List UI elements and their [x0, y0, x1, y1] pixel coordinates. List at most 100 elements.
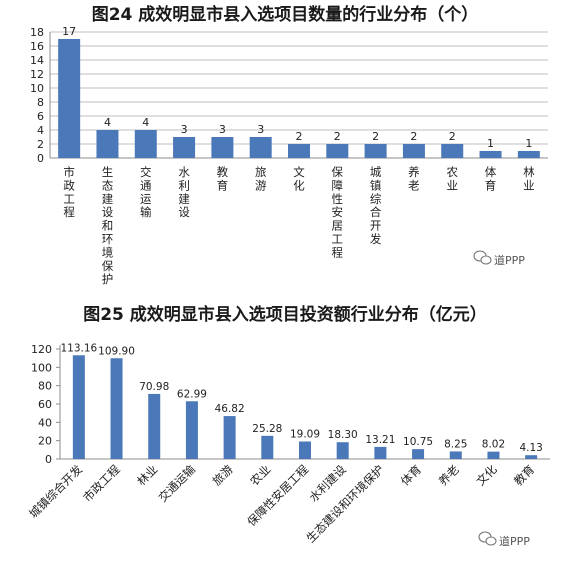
y-tick-label: 16 [30, 40, 44, 53]
value-label: 2 [296, 130, 303, 143]
category-label: 文化 [293, 165, 305, 192]
bar [72, 355, 85, 459]
value-label: 70.98 [139, 381, 169, 393]
category-label: 市政工程 [63, 165, 75, 219]
bar [110, 358, 123, 459]
value-label: 113.16 [60, 342, 97, 354]
bar [299, 441, 311, 459]
y-tick-label: 2 [37, 138, 44, 151]
category-label: 林业 [523, 165, 535, 192]
value-label: 62.99 [177, 388, 207, 400]
bar [261, 435, 274, 459]
value-label: 3 [219, 123, 226, 136]
y-tick-label: 80 [38, 380, 52, 393]
y-tick-label: 100 [31, 361, 52, 374]
bar [211, 137, 234, 158]
bar [441, 144, 464, 158]
category-label: 交通运输 [140, 165, 152, 219]
value-label: 46.82 [215, 403, 245, 415]
chart-24-bars [58, 39, 540, 158]
category-label: 农业 [247, 462, 273, 488]
value-label: 4 [104, 116, 111, 129]
category-label: 文化 [473, 462, 500, 489]
bar [173, 137, 196, 158]
category-label: 保障性安居工程 [332, 165, 344, 259]
chart-24: 图24 成效明显市县入选项目数量的行业分布（个） 024681012141618… [30, 4, 548, 286]
value-label: 2 [410, 130, 417, 143]
value-label: 13.21 [365, 434, 395, 446]
watermark-bottom-text: 道PPP [499, 534, 530, 548]
bar [487, 451, 500, 459]
wechat-icon [473, 250, 492, 265]
category-label: 城镇综合开发 [370, 165, 382, 246]
bar [326, 144, 349, 158]
value-label: 8.25 [444, 438, 467, 450]
value-label: 8.02 [482, 439, 505, 451]
y-tick-label: 20 [38, 435, 52, 448]
category-label: 体育 [485, 165, 497, 192]
value-label: 4 [142, 116, 149, 129]
category-label: 旅游 [255, 165, 267, 192]
bar [148, 393, 161, 459]
y-tick-label: 4 [37, 124, 44, 137]
value-label: 2 [334, 130, 341, 143]
y-tick-label: 0 [37, 152, 44, 165]
y-tick-label: 120 [31, 343, 52, 356]
watermark-bottom: 道PPP [478, 531, 530, 548]
category-label: 交通运输 [156, 462, 199, 505]
bar [223, 416, 236, 459]
y-tick-label: 18 [30, 26, 44, 39]
chart-24-value-labels: 17 4 4 3 3 3 2 2 2 2 2 1 1 [62, 25, 532, 150]
category-label: 教育 [217, 165, 229, 192]
bar [479, 151, 502, 158]
y-tick-label: 0 [45, 453, 52, 466]
category-label: 养老 [408, 165, 420, 192]
bar [96, 130, 119, 158]
category-label: 养老 [436, 462, 462, 488]
bar [364, 144, 387, 158]
value-label: 1 [525, 137, 532, 150]
category-label: 生态建设和环境保护 [102, 165, 114, 286]
y-tick-label: 8 [37, 96, 44, 109]
y-tick-label: 12 [30, 68, 44, 81]
bar [288, 144, 310, 158]
y-tick-label: 60 [38, 398, 52, 411]
value-label: 10.75 [403, 436, 433, 448]
value-label: 17 [62, 25, 76, 38]
category-label: 市政工程 [80, 462, 123, 505]
value-label: 25.28 [252, 423, 282, 435]
value-label: 18.30 [328, 429, 358, 441]
value-label: 2 [449, 130, 456, 143]
bar [249, 137, 272, 158]
value-label: 3 [181, 123, 188, 136]
chart-24-gridlines [50, 31, 548, 159]
bar [412, 449, 425, 459]
y-tick-label: 10 [30, 82, 44, 95]
bar [517, 151, 540, 158]
chart-25-y-axis: 0 20 40 60 80 100 120 [31, 343, 550, 466]
category-label: 城镇综合开发 [26, 462, 85, 521]
watermark-top-text: 道PPP [494, 253, 525, 267]
value-label: 19.09 [290, 429, 320, 441]
category-label: 旅游 [210, 462, 237, 489]
bar [525, 455, 538, 459]
category-label: 林业 [134, 462, 160, 488]
bar [58, 39, 81, 158]
value-label: 2 [372, 130, 379, 143]
value-label: 3 [257, 123, 264, 136]
bar [449, 451, 462, 459]
bar [185, 401, 198, 459]
chart-25-bars [72, 355, 538, 459]
chart-25-value-labels: 113.16 109.90 70.98 62.99 46.82 25.28 19.09 18.… [60, 342, 542, 454]
y-tick-label: 6 [37, 110, 44, 123]
value-label: 1 [487, 137, 494, 150]
chart-25: 图25 成效明显市县入选项目投资额行业分布（亿元） 0 20 40 60 80 100 12… [26, 304, 550, 548]
wechat-icon [478, 531, 497, 546]
category-label: 体育 [398, 462, 424, 488]
y-tick-label: 14 [30, 54, 44, 67]
y-tick-label: 40 [38, 416, 52, 429]
